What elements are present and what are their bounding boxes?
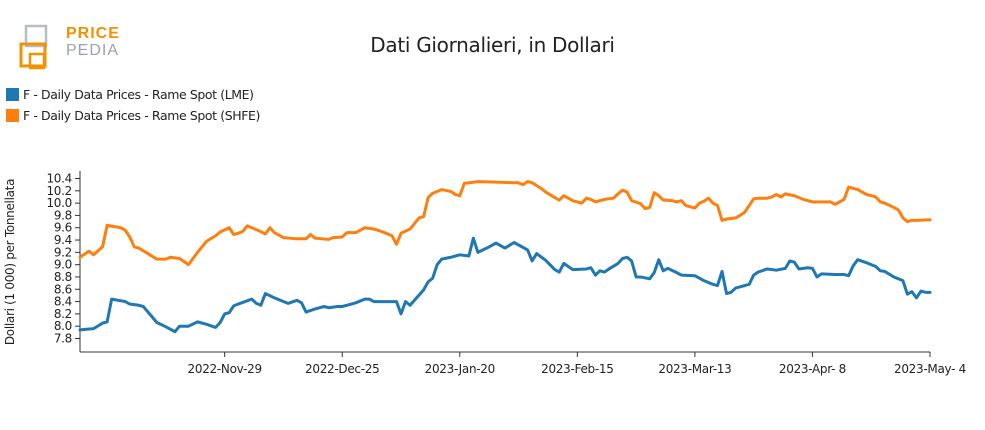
x-tick-label: 2023-Apr- 8 [779,362,846,376]
legend-swatch-lme [6,88,19,101]
x-tick-label: 2023-Feb-15 [541,362,613,376]
y-tick-label: 10.2 [46,184,72,198]
legend-label-shfe: F - Daily Data Prices - Rame Spot (SHFE) [23,108,261,123]
y-tick-label: 10.0 [46,196,72,210]
y-tick-label: 8.2 [54,307,72,321]
legend-swatch-shfe [6,109,19,122]
y-tick-label: 9.8 [54,208,72,222]
logo-text-price: PRICE [66,25,120,42]
y-axis-title: Dollari (1 000) per Tonnellata [3,179,17,345]
y-tick-label: 9.4 [54,233,72,247]
x-tick-label: 2022-Nov-29 [188,362,262,376]
series-line-shfe [78,180,932,267]
y-tick-label: 7.8 [54,332,72,346]
x-tick-label: 2022-Dec-25 [305,362,379,376]
pricepedia-logo: PRICE PEDIA [18,24,128,72]
y-tick-label: 9.6 [54,221,72,235]
legend-item-shfe[interactable]: F - Daily Data Prices - Rame Spot (SHFE) [6,105,260,126]
y-tick-label: 8.8 [54,270,72,284]
y-tick-label: 8.4 [54,295,72,309]
y-axis: 7.88.08.28.48.68.89.09.29.49.69.810.010.… [46,171,81,352]
x-tick-label: 2023-Jan-20 [425,362,495,376]
legend-item-lme[interactable]: F - Daily Data Prices - Rame Spot (LME) [6,84,260,105]
x-axis: 2022-Nov-29 2022-Dec-25 2023-Jan-20 2023-Fe… [80,351,966,376]
series-layer [78,180,932,334]
chart-legend: F - Daily Data Prices - Rame Spot (LME) … [6,84,260,126]
logo-text-pedia: PEDIA [66,42,120,59]
y-tick-label: 8.6 [54,282,72,296]
x-tick-label: 2023-Mar-13 [658,362,731,376]
logo-mark-icon [19,24,48,70]
legend-label-lme: F - Daily Data Prices - Rame Spot (LME) [23,87,254,102]
y-tick-label: 8.0 [54,319,72,333]
chart-title: Dati Giornalieri, in Dollari [370,33,615,57]
y-tick-label: 10.4 [46,172,72,186]
y-tick-label: 9.0 [54,258,72,272]
y-tick-label: 9.2 [54,245,72,259]
series-line-lme [78,236,932,334]
x-tick-label: 2023-May- 4 [894,362,966,376]
